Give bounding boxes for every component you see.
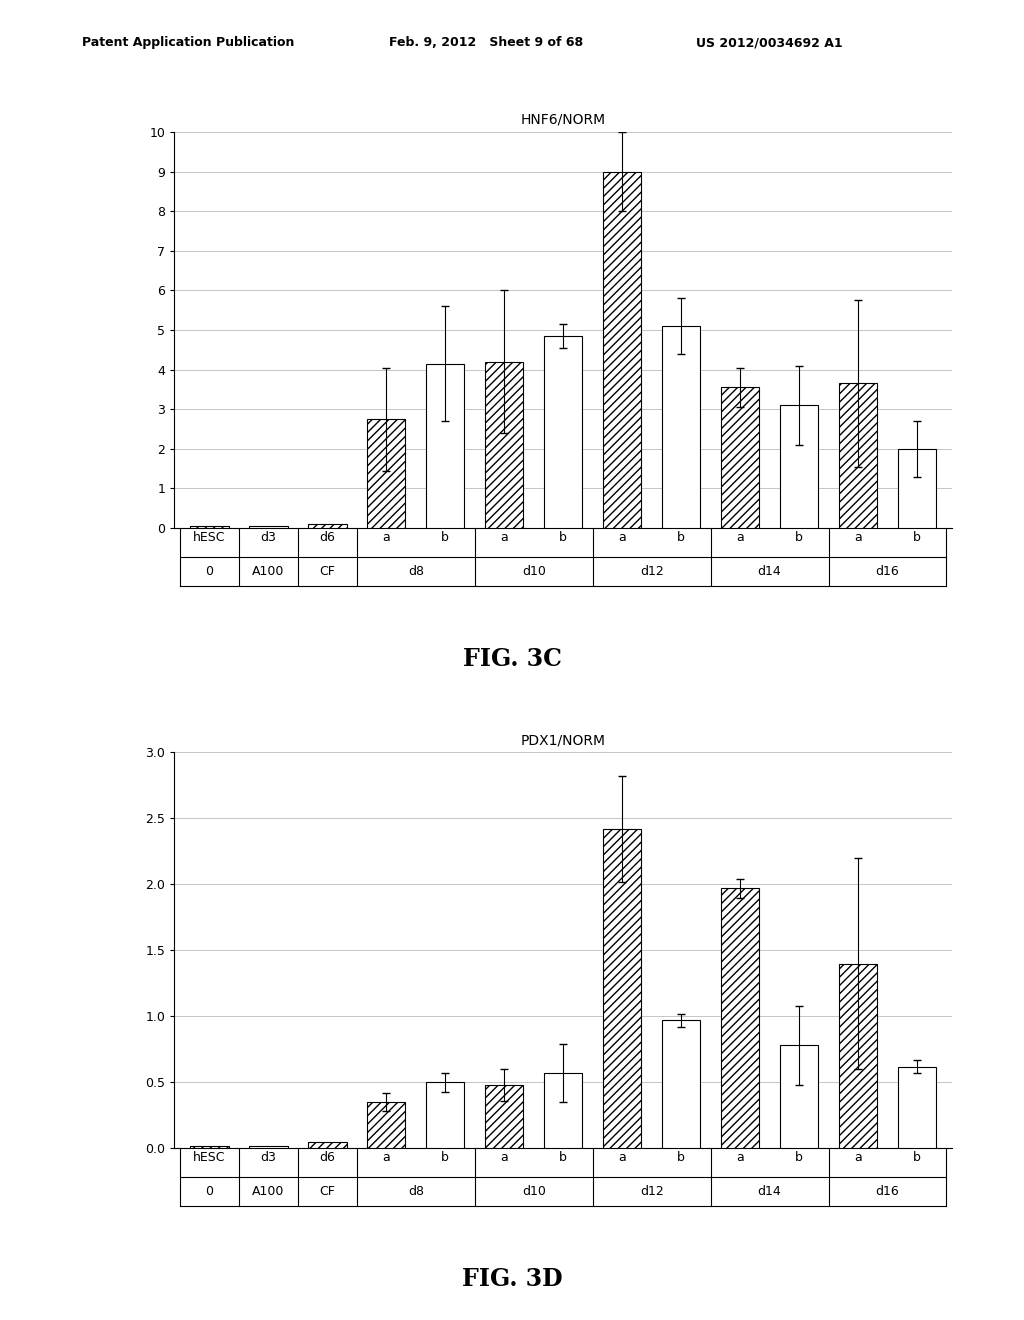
Text: d12: d12 — [640, 565, 664, 578]
Text: d10: d10 — [522, 1185, 546, 1199]
Text: A100: A100 — [252, 1185, 285, 1199]
Bar — [308, 1142, 346, 1148]
Text: A100: A100 — [252, 565, 285, 578]
Bar — [249, 1146, 288, 1148]
Bar — [249, 525, 288, 528]
Bar — [544, 1073, 583, 1148]
Bar — [485, 1085, 523, 1148]
Bar — [662, 326, 700, 528]
Bar — [780, 405, 818, 528]
Bar — [603, 172, 641, 528]
Text: d14: d14 — [758, 565, 781, 578]
Text: d16: d16 — [876, 565, 899, 578]
Text: d8: d8 — [408, 565, 424, 578]
Bar — [721, 888, 759, 1148]
Bar — [190, 1146, 228, 1148]
Bar — [839, 383, 878, 528]
Text: FIG. 3D: FIG. 3D — [462, 1267, 562, 1291]
Bar — [839, 964, 878, 1148]
Text: Patent Application Publication: Patent Application Publication — [82, 36, 294, 49]
Text: Feb. 9, 2012   Sheet 9 of 68: Feb. 9, 2012 Sheet 9 of 68 — [389, 36, 584, 49]
Text: d10: d10 — [522, 565, 546, 578]
Text: d14: d14 — [758, 1185, 781, 1199]
Text: FIG. 3C: FIG. 3C — [463, 647, 561, 671]
Bar — [780, 1045, 818, 1148]
Title: HNF6/NORM: HNF6/NORM — [520, 112, 606, 127]
Text: CF: CF — [319, 565, 335, 578]
Bar — [485, 362, 523, 528]
Bar — [190, 525, 228, 528]
Text: 0: 0 — [206, 565, 213, 578]
Text: CF: CF — [319, 1185, 335, 1199]
Bar — [721, 388, 759, 528]
Bar — [898, 449, 936, 528]
Text: 0: 0 — [206, 1185, 213, 1199]
Bar — [426, 364, 465, 528]
Bar — [898, 1067, 936, 1148]
Bar — [603, 829, 641, 1148]
Text: d8: d8 — [408, 1185, 424, 1199]
Text: d16: d16 — [876, 1185, 899, 1199]
Bar — [426, 1082, 465, 1148]
Bar — [368, 420, 406, 528]
Bar — [308, 524, 346, 528]
Bar — [368, 1102, 406, 1148]
Text: d12: d12 — [640, 1185, 664, 1199]
Title: PDX1/NORM: PDX1/NORM — [520, 733, 606, 747]
Text: US 2012/0034692 A1: US 2012/0034692 A1 — [696, 36, 843, 49]
Bar — [662, 1020, 700, 1148]
Bar — [544, 337, 583, 528]
